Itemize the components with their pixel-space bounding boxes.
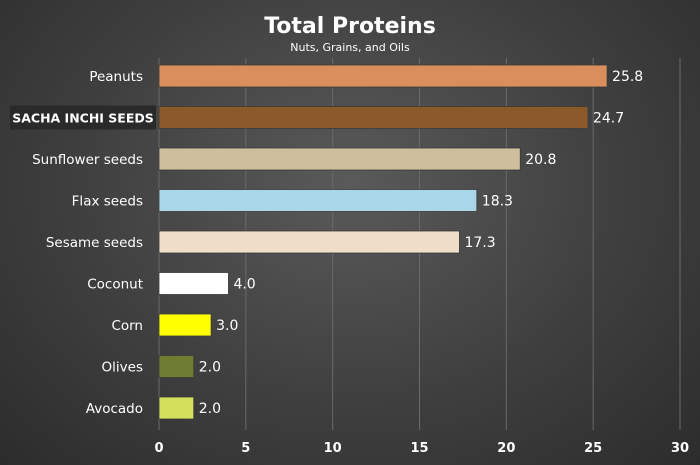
data-label: 2.0 <box>199 360 221 376</box>
data-label: 3.0 <box>216 318 238 334</box>
data-label: 18.3 <box>482 194 513 210</box>
bar <box>158 106 589 129</box>
category-label: SACHA INCHI SEEDS <box>12 111 154 126</box>
bar <box>158 313 212 337</box>
chart-title: Total Proteins <box>264 14 436 39</box>
data-label: 4.0 <box>233 277 255 293</box>
bar <box>158 189 478 212</box>
highlight-label-box <box>10 105 156 130</box>
bar <box>158 64 608 88</box>
data-label: 24.7 <box>593 111 624 127</box>
bar <box>158 272 229 295</box>
x-tick-label: 30 <box>671 441 689 456</box>
x-tick-label: 10 <box>324 441 342 456</box>
bar <box>158 355 195 378</box>
category-label: Avocado <box>86 401 143 417</box>
x-tick-label: 5 <box>241 441 250 456</box>
x-tick-label: 20 <box>497 441 515 456</box>
bar <box>158 230 460 254</box>
x-tick-label: 15 <box>410 441 428 456</box>
category-label: Corn <box>111 318 143 334</box>
category-label: Coconut <box>87 277 143 293</box>
data-label: 17.3 <box>464 235 495 251</box>
bar <box>158 396 195 420</box>
x-tick-label: 25 <box>584 441 602 456</box>
data-label: 25.8 <box>612 69 643 85</box>
data-label: 20.8 <box>525 152 556 168</box>
data-label: 2.0 <box>199 401 221 417</box>
x-tick-label: 0 <box>154 441 163 456</box>
category-label: Sesame seeds <box>46 235 143 251</box>
bars-group: Peanuts 25.8 SACHA INCHI SEEDS 24.7 Sunflowe… <box>10 64 643 420</box>
category-label: Flax seeds <box>72 194 143 210</box>
category-label: Sunflower seeds <box>32 152 143 168</box>
bar <box>158 147 521 171</box>
category-label: Peanuts <box>89 69 143 85</box>
x-axis-ticks: 0 5 10 15 20 25 30 <box>154 441 689 456</box>
chart-subtitle: Nuts, Grains, and Oils <box>290 41 410 54</box>
category-label: Olives <box>102 360 143 376</box>
